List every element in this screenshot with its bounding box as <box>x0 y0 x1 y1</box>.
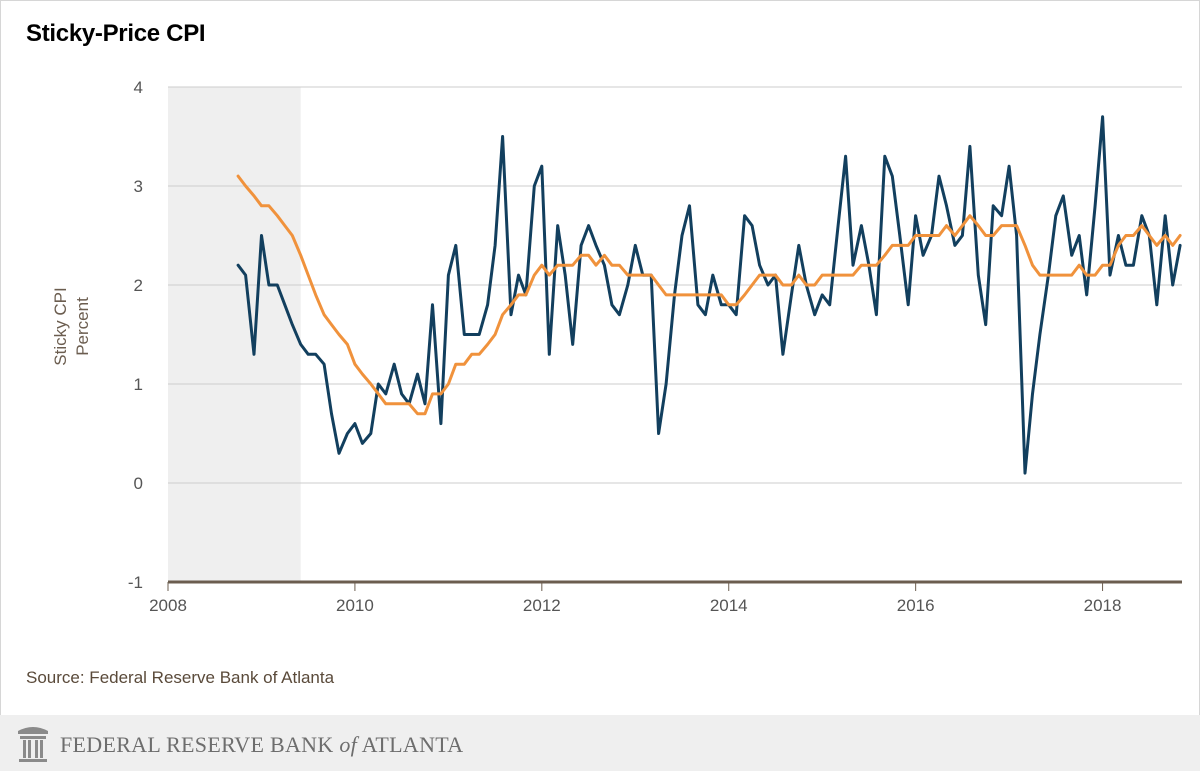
footer-bank-name: FEDERAL RESERVE BANK of ATLANTA <box>60 732 463 758</box>
y-tick-label: 2 <box>134 276 143 295</box>
footer-name-part1: FEDERAL RESERVE BANK <box>60 732 340 757</box>
recession-shading <box>168 87 301 582</box>
y-tick-label: -1 <box>128 573 143 592</box>
footer-name-of: of <box>339 732 358 757</box>
y-tick-label: 4 <box>134 78 143 97</box>
atlanta-fed-logo-icon <box>18 727 48 762</box>
x-tick-label: 2016 <box>897 596 935 615</box>
footer-name-part2: ATLANTA <box>357 732 464 757</box>
x-tick-label: 2014 <box>710 596 748 615</box>
x-tick-label: 2010 <box>336 596 374 615</box>
y-tick-label: 0 <box>134 474 143 493</box>
x-tick-label: 2008 <box>149 596 187 615</box>
y-tick-label: 1 <box>134 375 143 394</box>
y-axis-label: Percent <box>73 297 92 356</box>
y-tick-label: 3 <box>134 177 143 196</box>
x-tick-label: 2018 <box>1084 596 1122 615</box>
source-note: Source: Federal Reserve Bank of Atlanta <box>26 668 335 687</box>
series-line-12-month <box>236 174 1182 416</box>
y-axis-label: Sticky CPI <box>51 287 70 365</box>
footer-bar: FEDERAL RESERVE BANK of ATLANTA <box>0 715 1200 771</box>
chart-title: Sticky-Price CPI <box>26 20 206 47</box>
x-tick-label: 2012 <box>523 596 561 615</box>
